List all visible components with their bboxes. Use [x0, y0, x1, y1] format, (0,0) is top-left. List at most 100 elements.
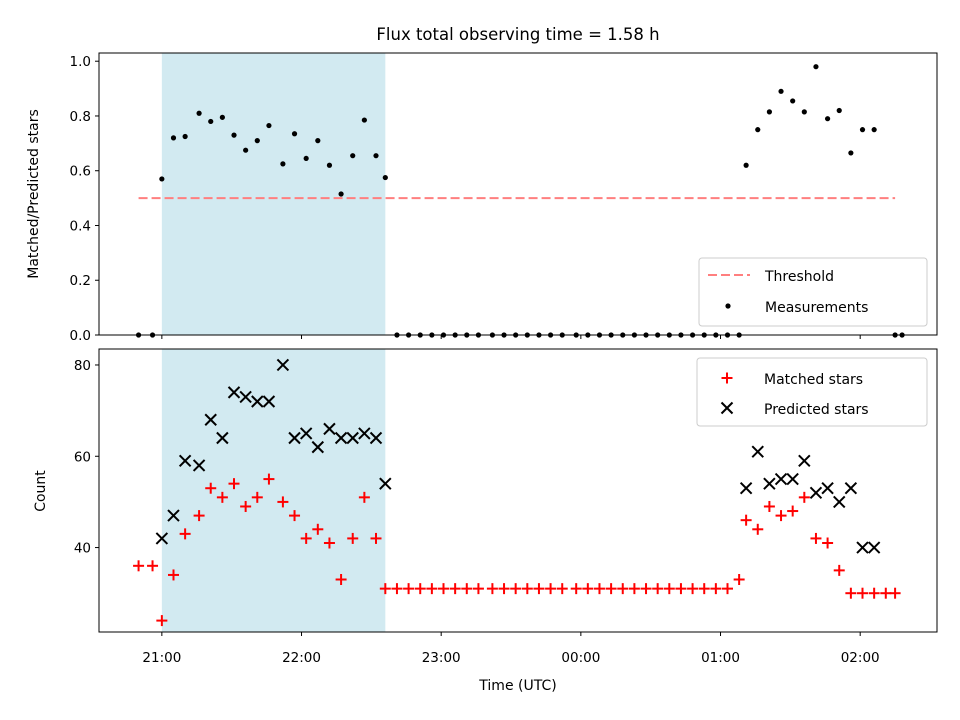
measurement-point — [361, 117, 367, 123]
matched-point — [857, 587, 869, 599]
matched-point — [193, 510, 205, 522]
measurement-point — [373, 153, 379, 159]
matched-point — [810, 532, 822, 544]
matched-point — [251, 491, 263, 503]
matched-point — [347, 532, 359, 544]
predicted-point — [774, 472, 788, 486]
y-tick-label: 0.8 — [70, 109, 91, 125]
top-legend-box — [698, 257, 928, 327]
measurement-point — [848, 150, 854, 156]
measurement-point — [790, 98, 796, 104]
predicted-point — [358, 427, 371, 440]
matched-point — [461, 583, 473, 595]
matched-point — [698, 583, 710, 595]
bottom-y-ticks: 40 60 80 — [74, 358, 99, 557]
bottom-legend: Matched stars Predicted stars — [696, 357, 928, 427]
measurement-point — [836, 107, 842, 114]
top-highlight-band — [161, 53, 386, 335]
matched-point — [510, 583, 522, 595]
matched-point — [722, 583, 733, 595]
x-tick-label: 22:00 — [282, 650, 321, 666]
measurement-point — [338, 191, 344, 197]
predicted-point — [798, 454, 811, 468]
matched-point — [833, 564, 845, 576]
measurement-point — [303, 155, 309, 162]
matched-point — [379, 583, 391, 595]
measurement-point — [743, 162, 749, 168]
measurement-point — [266, 122, 272, 129]
x-tick-label: 01:00 — [701, 650, 740, 666]
matched-point — [167, 569, 179, 581]
matched-point — [277, 496, 289, 508]
matched-point — [845, 587, 857, 599]
matched-point — [710, 583, 722, 595]
y-tick-label: 40 — [74, 541, 91, 557]
measurement-point — [291, 131, 298, 137]
measurement-point — [196, 110, 202, 116]
legend-matched-label: Matched stars — [764, 372, 863, 388]
bottom-axes-frame — [98, 348, 938, 633]
y-tick-label: 60 — [74, 449, 91, 465]
measurement-point — [182, 133, 188, 140]
measurement-point — [382, 174, 388, 181]
matched-point — [582, 583, 594, 595]
measurement-point — [778, 88, 784, 94]
matched-point — [414, 583, 426, 595]
x-tick-label: 23:00 — [422, 650, 461, 666]
predicted-point — [216, 431, 229, 445]
y-tick-label: 0.2 — [70, 273, 91, 289]
y-tick-label: 0.6 — [70, 164, 91, 180]
measurement-point — [254, 138, 260, 144]
predicted-point — [856, 541, 869, 554]
bottom-highlight-band — [161, 349, 386, 632]
measurement-point — [243, 147, 249, 153]
matched-point — [228, 478, 240, 490]
top-x-ticks — [161, 335, 861, 339]
top-panel: 0.0 0.2 0.4 0.6 0.8 1.0 Matched/Predicted sta… — [26, 52, 938, 344]
matched-point — [391, 583, 403, 595]
predicted-point — [763, 477, 776, 490]
measurement-point — [755, 127, 761, 133]
measurement-point — [219, 114, 225, 120]
predicted-point — [178, 454, 192, 468]
predicted-point — [379, 477, 392, 490]
matched-point — [798, 491, 810, 503]
matched-point — [880, 587, 892, 599]
matched-point — [335, 574, 347, 586]
predicted-point — [844, 482, 858, 495]
matched-point — [763, 500, 775, 512]
bottom-legend-box — [696, 357, 928, 427]
matched-point — [822, 537, 834, 549]
x-axis-label: Time (UTC) — [478, 678, 556, 694]
matched-point — [323, 537, 335, 549]
measurement-point — [326, 162, 333, 168]
measurement-point — [159, 176, 165, 182]
matched-point — [426, 583, 438, 595]
predicted-point — [251, 395, 264, 408]
predicted-point — [155, 532, 169, 545]
matched-point — [889, 587, 901, 599]
top-axes-frame — [98, 52, 938, 336]
matched-point — [300, 532, 312, 544]
matched-point — [652, 583, 664, 595]
matched-point — [147, 560, 159, 572]
matched-point — [133, 560, 145, 572]
predicted-point — [786, 472, 799, 486]
predicted-point — [739, 482, 753, 495]
matched-point — [733, 574, 745, 586]
y-tick-label: 80 — [74, 358, 91, 374]
predicted-stars-series — [155, 358, 881, 554]
matched-point — [205, 482, 217, 494]
matched-point — [216, 491, 228, 503]
matched-stars-series — [133, 473, 901, 627]
measurement-point — [231, 132, 237, 138]
legend-predicted-swatch — [720, 401, 734, 415]
matched-point — [312, 523, 324, 535]
predicted-point — [821, 482, 834, 495]
predicted-point — [334, 431, 348, 445]
predicted-point — [311, 440, 325, 454]
matched-point — [787, 505, 799, 517]
matched-point — [289, 510, 301, 522]
matched-point — [370, 532, 382, 544]
